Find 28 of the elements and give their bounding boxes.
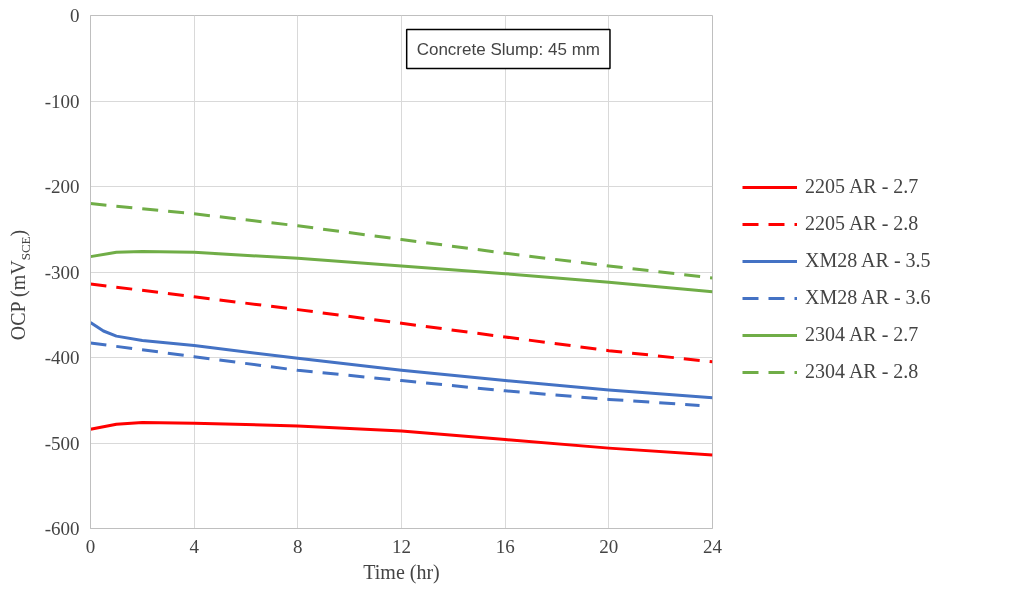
y-tick-label: -200: [44, 176, 80, 197]
legend-label: 2205 AR - 2.8: [805, 212, 919, 235]
x-tick-label: 0: [85, 535, 96, 557]
x-axis-title: Time (hr): [363, 560, 440, 584]
y-tick-label: -400: [44, 347, 80, 368]
x-tick-label: 16: [495, 535, 515, 557]
line-series: [90, 420, 713, 457]
x-tick-label: 12: [392, 535, 411, 557]
legend-label: XM28 AR - 3.5: [805, 249, 931, 272]
annotation: Concrete Slump: 45 mm: [416, 39, 600, 59]
y-tick-label: -100: [44, 90, 80, 112]
y-tick-label: -300: [44, 261, 80, 283]
x-tick-label: 4: [189, 535, 200, 557]
x-tick-label: 8: [293, 535, 303, 557]
line-series: [90, 249, 713, 294]
legend-label: 2205 AR - 2.7: [805, 175, 919, 198]
y-tick-label: -500: [44, 432, 80, 454]
y-tick-label: -600: [44, 518, 80, 539]
line-series: [90, 320, 713, 400]
legend-label: 2304 AR - 2.8: [805, 360, 919, 383]
line-series: [90, 341, 702, 407]
x-tick-label: 24: [703, 535, 723, 557]
legend-label: 2304 AR - 2.7: [805, 323, 919, 346]
legend-label: XM28 AR - 3.6: [805, 286, 931, 309]
line-series: [90, 202, 713, 280]
y-tick-label: 0: [70, 5, 80, 26]
x-tick-label: 20: [599, 535, 619, 557]
line-series: [90, 282, 713, 364]
